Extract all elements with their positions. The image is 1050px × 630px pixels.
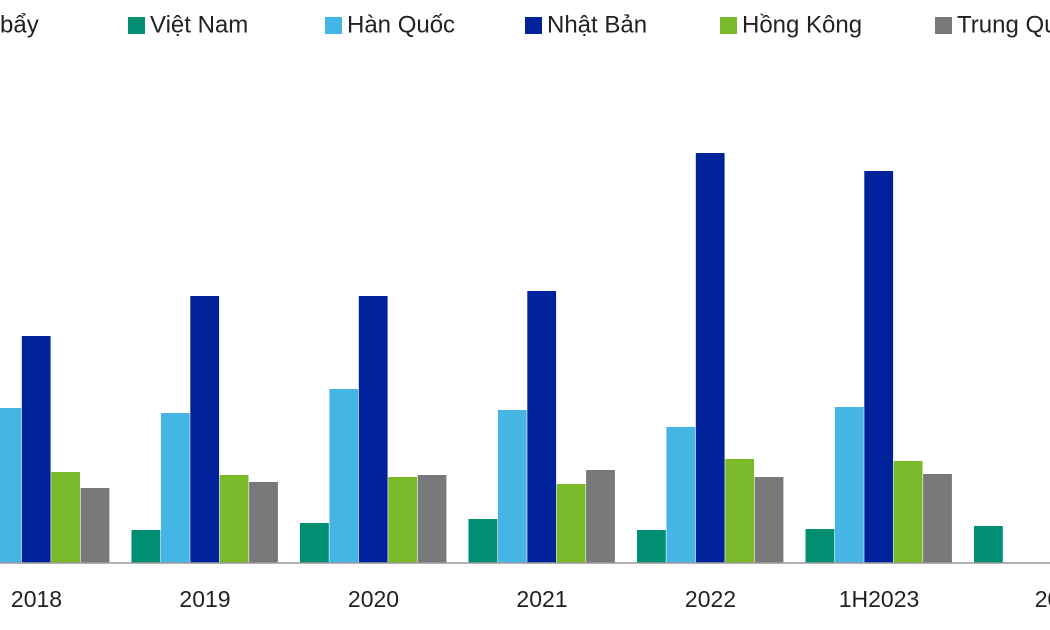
bar (974, 526, 1003, 563)
legend-label: Hàn Quốc (347, 11, 455, 38)
legend-label: Việt Nam (150, 11, 248, 38)
x-tick-label: 2021 (516, 586, 567, 612)
x-tick-label: 1H2023 (839, 586, 920, 612)
bar (0, 408, 22, 563)
bar (131, 530, 161, 563)
bar (725, 459, 754, 563)
legend-swatch (935, 17, 952, 34)
bar (527, 291, 557, 563)
bar (190, 296, 220, 563)
bar (160, 413, 190, 563)
x-tick-label: 2022 (685, 586, 736, 612)
legend-label: Trung Quốc (957, 11, 1050, 38)
bar (923, 474, 952, 563)
bar (388, 477, 417, 563)
bar (468, 519, 498, 563)
bar (497, 410, 527, 563)
bar (864, 171, 894, 563)
bar (249, 482, 278, 563)
legend-swatch (128, 17, 145, 34)
legend-title: bẩy (0, 11, 39, 38)
x-tick-label: 20 (1035, 586, 1050, 612)
bar (219, 475, 249, 563)
bar (556, 484, 586, 563)
bar (329, 389, 359, 563)
bar (695, 153, 725, 563)
bar (754, 477, 784, 563)
legend-label: Hồng Kông (742, 11, 862, 38)
bar (666, 427, 696, 563)
bar (51, 472, 80, 563)
bar (834, 407, 864, 563)
legend-swatch (525, 17, 542, 34)
bar (358, 296, 388, 563)
legend-swatch (325, 17, 342, 34)
bar (893, 461, 923, 563)
x-tick-label: 2019 (179, 586, 230, 612)
bar (80, 488, 110, 563)
bar (805, 529, 835, 563)
bar (417, 475, 447, 563)
legend-label: Nhật Bản (547, 11, 647, 38)
bar (586, 470, 615, 563)
x-tick-label: 2020 (348, 586, 399, 612)
x-tick-label: 2018 (11, 586, 62, 612)
legend-swatch (720, 17, 737, 34)
bar (637, 530, 666, 563)
bar (21, 336, 51, 563)
bar (300, 523, 329, 563)
